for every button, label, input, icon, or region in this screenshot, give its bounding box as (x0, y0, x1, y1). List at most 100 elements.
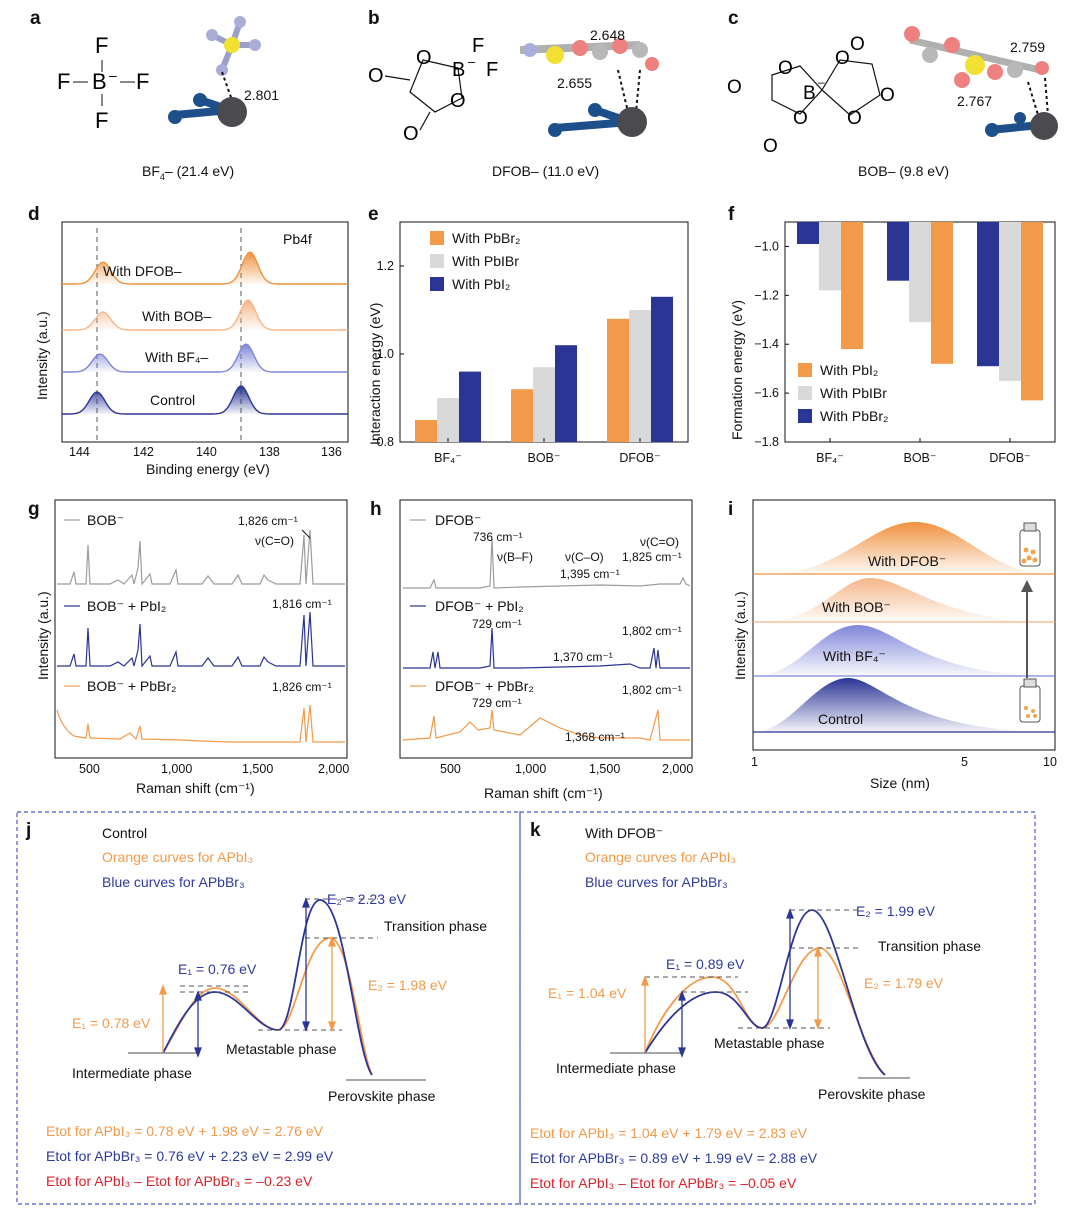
ytick-label-f-3: −1.6 (754, 386, 779, 400)
dls-trace-dfob: With DFOB⁻ (753, 522, 1055, 575)
orange-note-k: Orange curves for APbI₃ (585, 849, 736, 865)
intermediate-k: Intermediate phase (556, 1060, 676, 1076)
title-k: With DFOB⁻ (585, 825, 663, 841)
charge-minus: – (468, 54, 476, 69)
tick-h-500: 500 (440, 762, 461, 776)
atom-f-right: F (136, 69, 149, 94)
charge-minus: – (109, 67, 117, 83)
dfob-structure-formula: O B – F F O O O (368, 35, 498, 145)
bob-structure-formula: O O B – O O O O O O (727, 34, 895, 157)
x-label-i: Size (nm) (870, 775, 930, 791)
arrow-k-e1-blue (678, 990, 686, 1058)
vial-icon-bottom (1019, 678, 1041, 723)
panel-i: i With DFOB⁻ With BOB⁻ With BF₄⁻ Control (728, 499, 1057, 791)
annotation-h-1370: 1,370 cm⁻¹ (553, 650, 613, 664)
dls-trace-control: Control (753, 678, 1055, 733)
annotation-h-1802-a: 1,802 cm⁻¹ (622, 624, 682, 638)
annotation-h-736: 736 cm⁻¹ (473, 530, 523, 544)
bar-f-2-2 (1021, 222, 1043, 401)
charge-minus: – (818, 75, 825, 89)
sum-red-k: Etot for APbI₃ – Etot for APbBr₃ = –0.05… (530, 1175, 797, 1191)
xps-fill-3 (62, 386, 348, 414)
panel-label-d: d (28, 204, 40, 225)
trace-g-3: BOB⁻ + PbBr₂ (87, 678, 176, 694)
tick-h-1000: 1,000 (515, 762, 546, 776)
annotation-h-1825: 1,825 cm⁻¹ (622, 550, 682, 564)
panel-b: b O B – F F O O O (368, 8, 659, 179)
e2-blue-k: E₂ = 1.99 eV (856, 903, 936, 919)
trace-h-2: DFOB⁻ + PbI₂ (435, 598, 524, 614)
panel-label-j: j (25, 820, 31, 841)
caption-c: BOB– (9.8 eV) (858, 163, 949, 179)
bar-f-1-2 (931, 222, 953, 364)
perovskite-j: Perovskite phase (328, 1088, 436, 1104)
bf4-structure-formula: F F B – F F (57, 33, 149, 133)
bar-f-2-0 (977, 222, 999, 367)
legend-f: With PbI₂ With PbIBr With PbBr₂ (798, 362, 888, 424)
atom-f-top: F (95, 33, 108, 58)
atom-f-top: F (472, 35, 484, 57)
annotation-h-729-a: 729 cm⁻¹ (472, 617, 522, 631)
caption-a: BF4– (21.4 eV) (142, 163, 234, 182)
annotation-h-vco: ν(C–O) (565, 550, 604, 564)
tick-g-1500: 1,500 (242, 762, 273, 776)
bar-f-0-2 (841, 222, 863, 350)
panel-g: g BOB⁻ BOB⁻ + PbI₂ BOB⁻ + PbBr₂ 1,826 cm… (28, 499, 349, 796)
pb4f-label: Pb4f (283, 231, 312, 247)
legend-e-0: With PbBr₂ (452, 230, 520, 246)
annotation-h-vbf: ν(B–F) (497, 550, 533, 564)
atom-o-carbonyl-2: O (403, 123, 419, 145)
legend-f-1: With PbIBr (820, 385, 887, 401)
panel-k: k With DFOB⁻ Orange curves for APbI₃ Blu… (519, 811, 1036, 1205)
ytick-label-f-2: −1.4 (754, 337, 779, 351)
tick-h-1500: 1,500 (589, 762, 620, 776)
caption-b: DFOB– (11.0 eV) (492, 163, 599, 179)
x-axis-d: 144 142 140 138 136 Binding energy (eV) (69, 445, 342, 477)
legend-e-2: With PbI₂ (452, 276, 510, 292)
e2-orange-k: E₂ = 1.79 eV (864, 975, 944, 991)
arrow-j-e2-blue (302, 897, 310, 1032)
ytick-label-e-0: 0.8 (377, 435, 394, 449)
trace-label-bob: With BOB– (142, 308, 211, 324)
annotation-h-1395: 1,395 cm⁻¹ (560, 567, 620, 581)
panel-label-k: k (530, 820, 541, 841)
xps-fill-1 (62, 300, 348, 330)
panel-label-h: h (370, 499, 382, 520)
sum-orange-k: Etot for APbI₃ = 1.04 eV + 1.79 eV = 2.8… (530, 1125, 808, 1141)
trace-label-bf4: With BF₄– (145, 349, 208, 365)
intermediate-j: Intermediate phase (72, 1065, 192, 1081)
xps-line-0 (62, 251, 348, 285)
blue-note-j: Blue curves for APbBr₃ (102, 874, 245, 890)
trace-label-control: Control (150, 392, 195, 408)
tick-g-500: 500 (79, 762, 100, 776)
bond-length-b-2: 2.655 (557, 75, 592, 91)
ytick-label-f-4: −1.8 (754, 435, 779, 449)
bar-e-2-2 (651, 296, 673, 442)
xcat-e-1: BOB⁻ (528, 451, 561, 465)
arrow-j-e2-orange (328, 936, 336, 1032)
y-label-f: Formation energy (eV) (729, 300, 745, 440)
tick-i-5: 5 (961, 755, 968, 769)
annotation-h-vc=o: ν(C=O) (640, 535, 679, 549)
trace-g-2: BOB⁻ + PbI₂ (87, 598, 166, 614)
atom-o-4: O (835, 48, 850, 69)
arrow-k-e2-blue (786, 908, 794, 1030)
panel-label-b: b (368, 8, 380, 29)
panel-label-c: c (728, 8, 739, 29)
xcat-f-1: BOB⁻ (904, 451, 937, 465)
orange-note-j: Orange curves for APbI₃ (102, 849, 253, 865)
sum-red-j: Etot for APbI₃ – Etot for APbBr₃ = –0.23… (46, 1173, 313, 1189)
metastable-j: Metastable phase (226, 1041, 337, 1057)
trace-h-3: DFOB⁻ + PbBr₂ (435, 678, 534, 694)
y-label-e: Interaction energy (eV) (367, 303, 383, 445)
atom-f-bottom: F (95, 108, 108, 133)
tick-138: 138 (259, 445, 280, 459)
raman-h-trace-2: DFOB⁻ + PbI₂ (403, 598, 690, 669)
legend-e-1: With PbIBr (452, 253, 519, 269)
atom-o-2: O (778, 58, 793, 79)
x-label-d: Binding energy (eV) (146, 461, 270, 477)
trace-i-bob: With BOB⁻ (822, 599, 891, 615)
y-label-d: Intensity (a.u.) (34, 311, 50, 400)
annotation-g-3: 1,816 cm⁻¹ (272, 597, 332, 611)
